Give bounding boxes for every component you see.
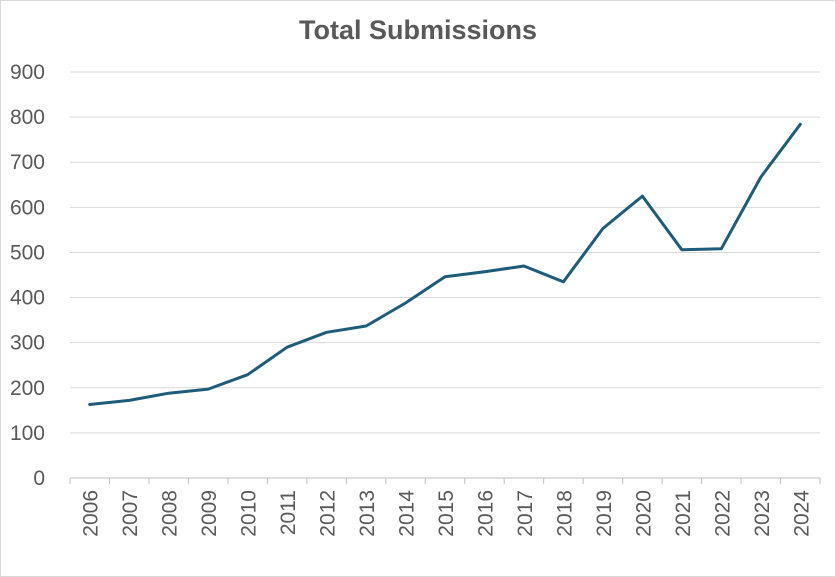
x-tick-label: 2013: [356, 490, 379, 537]
data-point: [365, 325, 368, 328]
y-tick-label: 800: [10, 106, 45, 129]
data-point: [799, 123, 802, 126]
y-tick-label: 700: [10, 151, 45, 174]
x-tick-label: 2006: [80, 490, 103, 537]
x-tick-label: 2012: [317, 490, 340, 537]
data-point: [562, 280, 565, 283]
x-tick-labels: 2006 2007 2008 2009 2010 2011 2012 2013 2014 2015…: [80, 490, 814, 537]
x-tick-label: 2016: [474, 490, 497, 537]
x-tick-label: 2009: [198, 490, 221, 537]
data-point: [88, 403, 91, 406]
data-point: [483, 270, 486, 273]
data-point: [680, 248, 683, 251]
x-tick-label: 2008: [159, 490, 182, 537]
y-tick-label: 0: [33, 467, 45, 490]
x-tick-label: 2022: [711, 490, 734, 537]
data-point: [286, 346, 289, 349]
gridlines: [70, 71, 820, 434]
x-tick-label: 2018: [553, 490, 576, 537]
x-tick-label: 2024: [790, 490, 813, 537]
y-tick-label: 400: [10, 287, 45, 310]
x-tick-label: 2015: [435, 490, 458, 537]
y-tick-label: 100: [10, 422, 45, 445]
data-point: [167, 392, 170, 395]
x-tick-label: 2007: [119, 490, 142, 537]
data-point: [404, 302, 407, 305]
x-tick-label: 2021: [672, 490, 695, 537]
data-point: [601, 227, 604, 230]
data-point: [522, 265, 525, 268]
data-point: [128, 399, 131, 402]
data-point: [759, 176, 762, 179]
data-point: [444, 275, 447, 278]
y-tick-label: 300: [10, 332, 45, 355]
x-tick-label: 2020: [632, 490, 655, 537]
y-tick-labels: 0 100 200 300 400 500 600 700 800 900: [10, 61, 45, 490]
chart-title: Total Submissions: [298, 15, 538, 45]
x-tick-label: 2011: [277, 490, 300, 535]
x-tick-label: 2010: [238, 490, 261, 537]
x-tick-label: 2017: [514, 490, 537, 537]
y-tick-label: 600: [10, 196, 45, 219]
data-point: [720, 247, 723, 250]
data-point: [641, 195, 644, 198]
y-tick-label: 200: [10, 377, 45, 400]
y-tick-label: 900: [10, 61, 45, 84]
series-line: [88, 122, 802, 406]
data-point: [325, 331, 328, 334]
x-tick-label: 2019: [593, 490, 616, 537]
x-tick-label: 2014: [396, 490, 419, 537]
data-point: [207, 388, 210, 391]
data-point: [246, 373, 249, 376]
x-tick-label: 2023: [751, 490, 774, 537]
y-tick-label: 500: [10, 241, 45, 264]
series-lines: [88, 122, 802, 406]
axes: [69, 477, 821, 484]
